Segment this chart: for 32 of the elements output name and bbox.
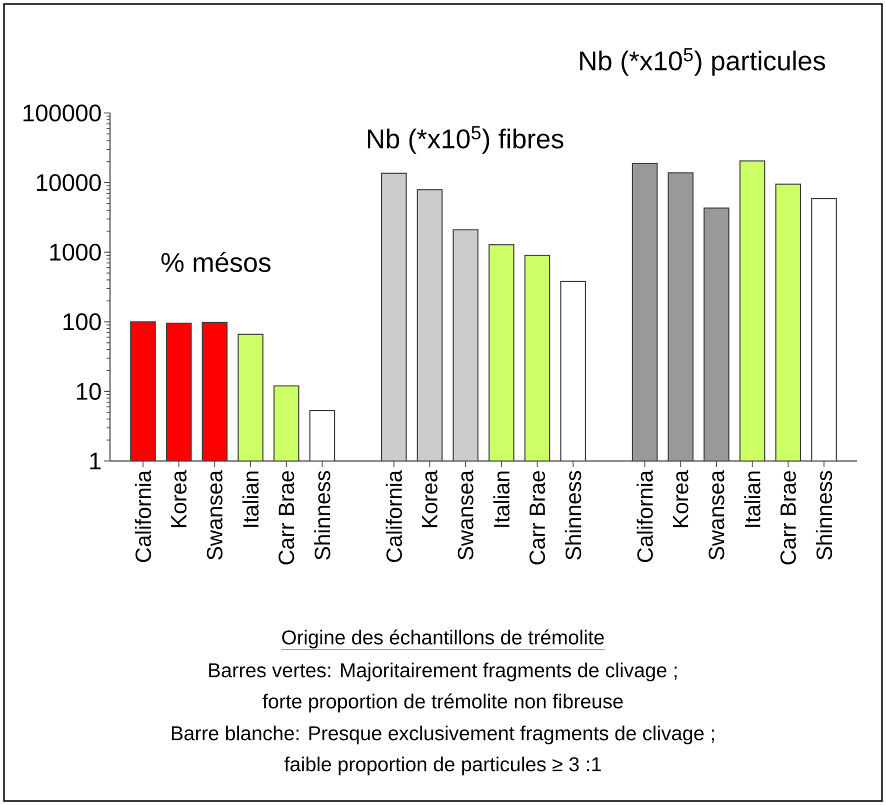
y-tick-label: 10000 xyxy=(36,174,101,192)
x-tick-label: Shinness xyxy=(314,470,330,560)
x-axis-title: Origine des échantillons de trémolite xyxy=(282,630,604,648)
text: forte proportion de trémolite non fibreuse xyxy=(262,694,623,712)
text: faible proportion de particules ≥ 3 :1 xyxy=(284,756,601,776)
x-tick-label: Korea xyxy=(171,470,187,528)
y-tick-label: 100 xyxy=(64,313,101,330)
annotation: % mésos xyxy=(161,252,271,272)
y-tick-label: 1 xyxy=(90,452,101,470)
x-tick-label: Italian xyxy=(493,472,510,527)
x-tick-label: California xyxy=(134,470,152,562)
x-tick-label: California xyxy=(636,470,653,562)
x-tick-label: Shinness xyxy=(565,470,582,560)
text: Nb (*x10$^{5}$) particules xyxy=(580,48,826,76)
text: Barres vertes: Majoritairement fragments de clivage ; xyxy=(209,662,677,682)
x-tick-label: Korea xyxy=(422,470,438,528)
x-tick-label: Carr Brae xyxy=(780,471,796,564)
x-tick-label: Italian xyxy=(744,472,760,527)
x-tick-label: Swansea xyxy=(206,470,222,560)
annotation: Nb (*x10$^{5}$) fibres xyxy=(368,126,564,154)
x-tick-label: Shinness xyxy=(816,470,832,560)
y-tick-label: 10 xyxy=(76,382,101,400)
x-tick-label: California xyxy=(386,470,402,562)
text: Barre blanche: Presque exclusivement fragments de clivage ; xyxy=(172,726,714,744)
x-tick-label: Swansea xyxy=(708,470,724,560)
x-tick-label: Korea xyxy=(672,470,688,528)
x-tick-label: Carr Brae xyxy=(278,471,294,564)
x-tick-label: Italian xyxy=(242,472,259,527)
y-tick-label: 100000 xyxy=(24,104,101,122)
y-tick-label: 1000 xyxy=(50,244,101,261)
x-tick-label: Carr Brae xyxy=(529,471,546,564)
x-tick-label: Swansea xyxy=(458,470,474,560)
